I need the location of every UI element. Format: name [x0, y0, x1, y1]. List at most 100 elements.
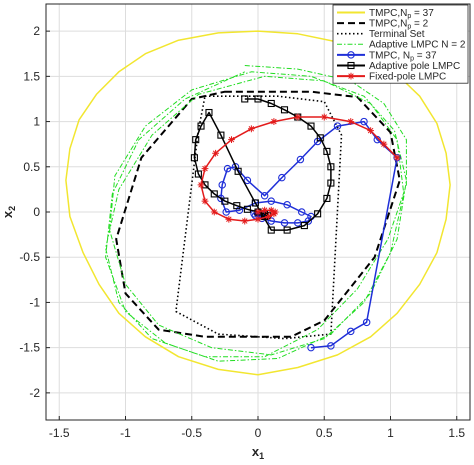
data-point: [261, 206, 269, 214]
x-tick-label: 0.5: [316, 426, 333, 440]
data-point: [316, 134, 324, 142]
data-point: [347, 61, 355, 70]
data-point: [296, 155, 305, 164]
x-tick-label: -1: [120, 426, 131, 440]
data-point: [307, 122, 315, 130]
x-tick-label: 0: [255, 426, 262, 440]
data-point: [234, 167, 242, 175]
data-point: [280, 219, 289, 227]
data-point: [267, 99, 275, 108]
legend-label: TMPC,Np = 37: [369, 8, 434, 20]
legend-label: Adaptive LMPC N = 2: [369, 40, 466, 51]
data-point: [241, 95, 249, 103]
y-tick-label: 1.5: [23, 69, 40, 83]
legend-item: Fixed-pole LMPC: [337, 72, 446, 83]
y-tick-label: -1: [29, 295, 40, 309]
data-point: [210, 190, 218, 198]
y-tick-label: 1: [33, 115, 40, 129]
data-point: [243, 205, 251, 213]
data-point: [260, 191, 269, 200]
x-tick-label: -0.5: [181, 426, 202, 440]
data-point: [251, 199, 259, 207]
data-point: [297, 208, 306, 216]
series-4: [217, 117, 401, 352]
legend-label: TMPC,Np = 2: [369, 19, 429, 31]
legend-label: Adaptive pole LMPC: [369, 61, 460, 72]
data-point: [228, 136, 235, 144]
data-point: [247, 125, 255, 133]
x-tick-label: 1.5: [448, 426, 465, 440]
series-3: [105, 65, 407, 362]
legend-label: Terminal Set: [369, 29, 425, 40]
data-point: [314, 210, 322, 218]
data-point: [320, 113, 328, 121]
y-tick-label: 0: [33, 205, 40, 219]
series-line: [115, 90, 401, 338]
data-point: [223, 164, 232, 173]
data-point: [294, 113, 302, 121]
data-point: [333, 122, 342, 130]
legend-item: TMPC, Np = 37: [337, 50, 437, 62]
data-point: [225, 215, 233, 223]
data-point: [307, 343, 315, 352]
legend-item: Adaptive pole LMPC: [337, 61, 460, 72]
data-point: [192, 136, 200, 144]
ticks: -1.5 -1 -0.5 0 0.5 1 1.5 -2 -1.5 -1 -0.5 0 0.5 1 1.5 2: [19, 24, 465, 440]
x-tick-label: -1.5: [49, 426, 70, 440]
data-point: [205, 108, 213, 117]
data-point: [280, 106, 289, 114]
data-point: [327, 342, 335, 350]
legend-item: TMPC,Np = 37: [337, 8, 434, 20]
y-axis-label: x2: [0, 206, 17, 218]
legend-item: Adaptive LMPC N = 2: [337, 40, 466, 51]
data-point: [197, 122, 205, 130]
legend-label: Fixed-pole LMPC: [369, 72, 446, 83]
series-layer: [65, 30, 451, 376]
series-1: [115, 90, 401, 338]
data-point: [393, 154, 401, 162]
data-point: [323, 194, 331, 202]
data-point: [267, 197, 275, 205]
series-line: [175, 95, 343, 340]
data-point: [243, 176, 252, 185]
y-tick-label: -2: [29, 386, 40, 400]
data-point: [267, 217, 275, 225]
series-line: [65, 30, 451, 376]
data-point: [380, 140, 388, 148]
data-point: [347, 51, 355, 59]
data-point: [221, 197, 229, 205]
data-point: [194, 170, 202, 178]
series-6: [197, 113, 401, 225]
data-point: [304, 217, 313, 225]
data-point: [300, 222, 308, 230]
data-point: [346, 327, 355, 336]
data-point: [271, 208, 279, 216]
data-point: [327, 163, 335, 171]
data-point: [201, 197, 209, 205]
x-tick-label: 1: [387, 426, 394, 440]
series-2: [175, 95, 343, 340]
data-point: [327, 179, 335, 187]
data-point: [278, 173, 286, 182]
data-point: [201, 165, 209, 172]
data-point: [241, 217, 249, 225]
x-axis-label: x1: [252, 444, 264, 460]
data-point: [212, 149, 219, 157]
data-point: [222, 208, 230, 216]
series-line: [220, 120, 398, 349]
series-5: [190, 95, 335, 234]
legend-item: TMPC,Np = 2: [337, 19, 429, 31]
data-point: [190, 154, 198, 162]
data-point: [270, 118, 278, 125]
series-line: [105, 65, 407, 362]
data-point: [347, 118, 355, 125]
data-point: [367, 127, 375, 135]
y-tick-label: -1.5: [19, 341, 40, 355]
data-point: [283, 201, 291, 209]
data-point: [362, 318, 371, 327]
series-line: [193, 98, 332, 231]
data-point: [283, 226, 291, 234]
